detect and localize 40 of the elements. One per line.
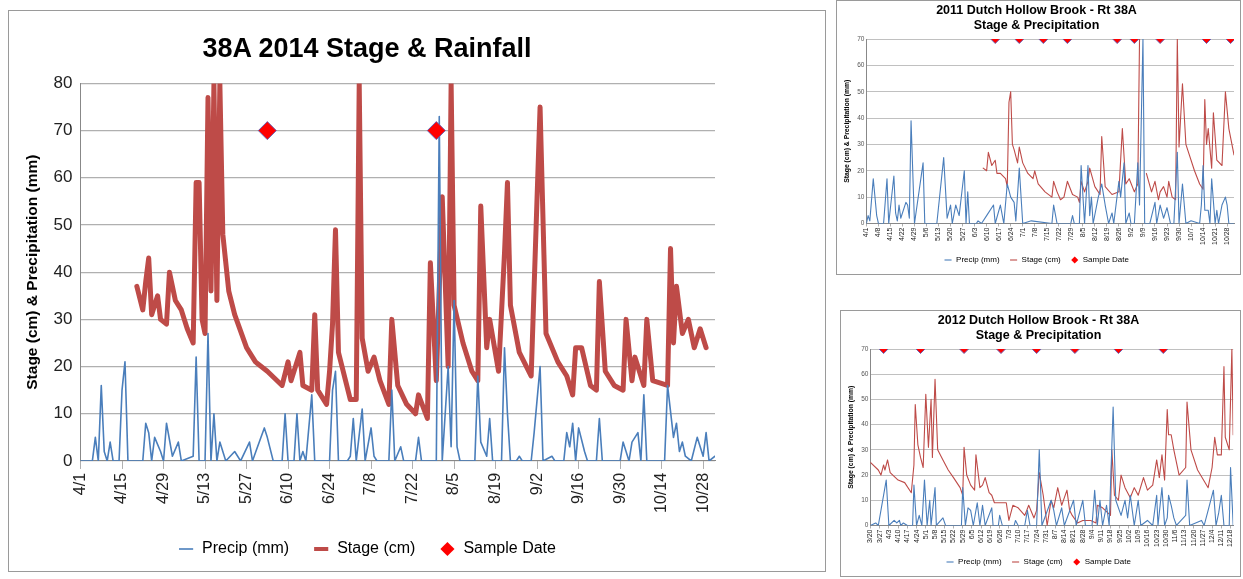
chart-title: 2012 Dutch Hollow Brook - Rt 38A	[937, 312, 1140, 327]
y-tick-label: 60	[53, 167, 73, 187]
x-tick-label: 5/27	[236, 472, 254, 505]
y-tick-label: 80	[53, 73, 73, 93]
x-tick-label: 4/1	[70, 472, 88, 496]
y-tick-label: 0	[63, 450, 73, 470]
x-tick-label: 8/19	[486, 472, 503, 505]
legend-label: Precip (mm)	[202, 539, 290, 557]
chart-subtitle: Stage & Precipitation	[975, 327, 1102, 342]
x-tick-label: 4/15	[112, 472, 130, 505]
chart-title: 2011 Dutch Hollow Brook - Rt 38A	[936, 2, 1137, 17]
x-tick-label: 9/30	[610, 472, 628, 505]
chart-subtitle: Stage & Precipitation	[973, 17, 1100, 32]
legend-label: Stage (cm)	[1023, 557, 1064, 567]
x-tick-label: 5/13	[195, 472, 213, 505]
x-tick-label: 7/8	[361, 472, 379, 496]
x-tick-label: 6/24	[319, 472, 337, 505]
y-tick-label: 20	[53, 356, 73, 376]
y-axis-title: Stage (cm) & Precipitation (mm)	[22, 154, 40, 390]
x-tick-label: 7/22	[402, 472, 420, 505]
x-tick-label: 9/16	[569, 472, 587, 505]
legend-label: Sample Date	[463, 539, 557, 557]
y-tick-label: 40	[53, 261, 73, 281]
legend-label: Precip (mm)	[956, 255, 1000, 265]
legend-label: Stage (cm)	[1021, 255, 1062, 265]
y-tick-label: 10	[53, 403, 73, 423]
y-tick-label: 30	[53, 309, 73, 329]
legend-label: Sample Date	[1082, 255, 1130, 265]
y-tick-label: 50	[53, 214, 73, 234]
x-tick-label: 6/10	[278, 472, 296, 505]
x-tick-label: 4/29	[153, 472, 171, 505]
y-tick-label: 70	[53, 120, 73, 140]
x-tick-label: 10/28	[693, 472, 711, 514]
x-tick-label: 8/5	[444, 472, 462, 496]
legend-label: Sample Date	[1084, 557, 1132, 567]
legend-label: Precip (mm)	[958, 557, 1002, 567]
legend-label: Stage (cm)	[337, 539, 416, 557]
x-tick-label: 9/2	[527, 472, 545, 496]
x-tick-label: 10/14	[652, 472, 670, 514]
chart-title: 38A 2014 Stage & Rainfall	[202, 32, 532, 63]
